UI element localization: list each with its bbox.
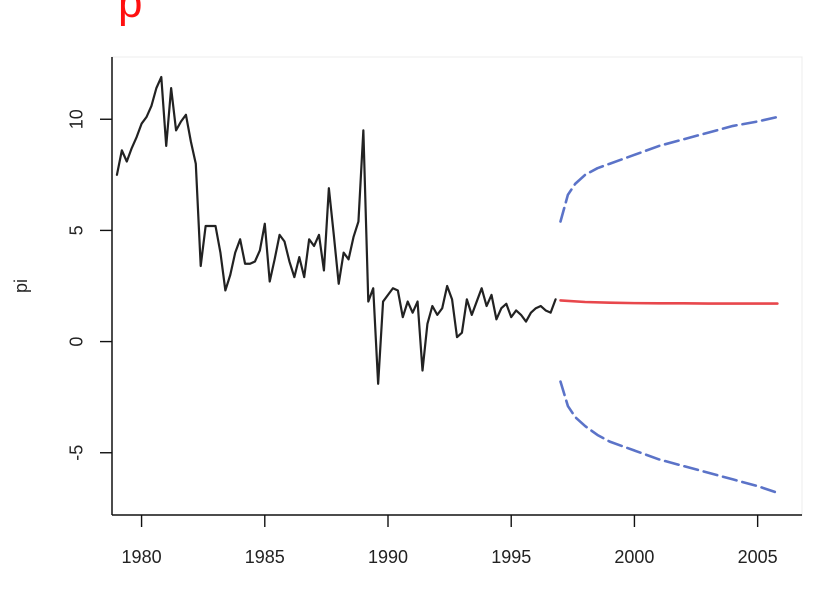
x-tick-label-2005: 2005 bbox=[738, 547, 778, 567]
observed-series-line bbox=[115, 75, 557, 385]
plot-area bbox=[111, 56, 803, 516]
x-tick-label-2000: 2000 bbox=[614, 547, 654, 567]
y-tick-label--5: -5 bbox=[67, 445, 87, 461]
upper-forecast-interval-line bbox=[559, 115, 779, 223]
x-tick-label-1990: 1990 bbox=[368, 547, 408, 567]
x-tick-label-1995: 1995 bbox=[491, 547, 531, 567]
y-tick-label-10: 10 bbox=[67, 109, 87, 129]
lower-forecast-interval-line bbox=[559, 380, 779, 495]
x-tick-label-1985: 1985 bbox=[245, 547, 285, 567]
top-caption: p bbox=[118, 0, 143, 27]
series-layer bbox=[115, 75, 779, 495]
labels-layer: 1980 1985 1990 1995 2000 2005 -5 0 5 10 pi bbox=[11, 109, 778, 567]
point-forecast-line bbox=[559, 299, 779, 305]
y-tick-label-5: 5 bbox=[67, 225, 87, 235]
axes bbox=[100, 57, 802, 527]
x-tick-label-1980: 1980 bbox=[122, 547, 162, 567]
y-axis-label: pi bbox=[11, 279, 31, 293]
y-tick-label-0: 0 bbox=[67, 337, 87, 347]
